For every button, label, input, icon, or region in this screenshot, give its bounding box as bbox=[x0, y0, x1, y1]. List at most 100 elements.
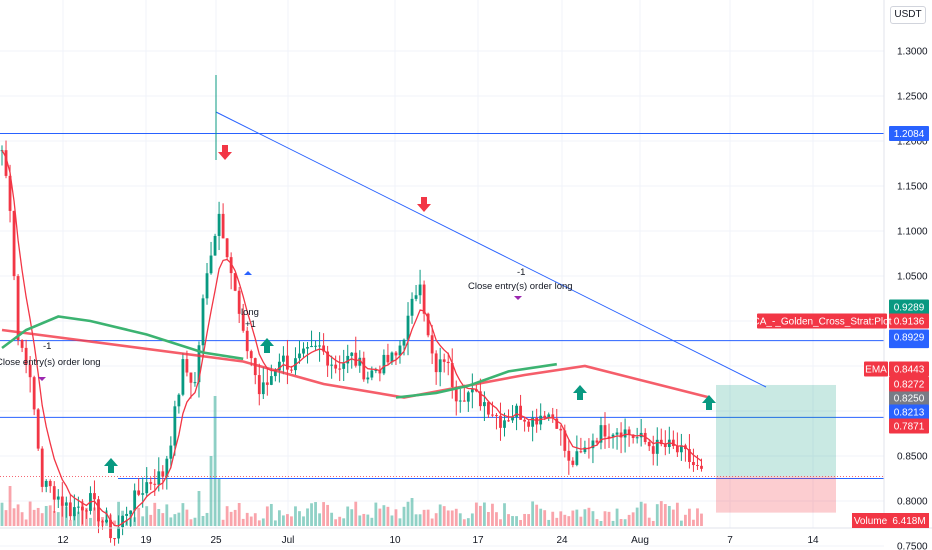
price-tag-label: 0.8250 bbox=[894, 394, 925, 405]
candle-body bbox=[382, 354, 386, 374]
time-tick-label: 12 bbox=[57, 535, 69, 546]
candle-body bbox=[330, 364, 334, 366]
ema-legend-label: EMA bbox=[865, 365, 887, 376]
volume-bar bbox=[519, 519, 522, 526]
candle-body bbox=[483, 402, 486, 407]
volume-bar bbox=[169, 517, 173, 526]
volume-bar bbox=[338, 516, 342, 526]
volume-bar bbox=[298, 511, 301, 526]
volume-bar bbox=[253, 513, 257, 526]
volume-bar bbox=[418, 514, 422, 526]
candle-body bbox=[543, 415, 547, 419]
candle-body bbox=[157, 471, 161, 485]
volume-bar bbox=[237, 502, 241, 526]
tag-box bbox=[889, 299, 929, 315]
candle-body bbox=[229, 257, 233, 274]
currency-button[interactable]: USDT bbox=[890, 6, 926, 24]
candle-body bbox=[310, 346, 313, 348]
tag-box bbox=[864, 361, 888, 377]
volume-bar bbox=[318, 513, 321, 526]
volume-bar bbox=[591, 511, 595, 526]
volume-bar bbox=[149, 514, 153, 526]
candle-body bbox=[314, 345, 317, 347]
candle-body bbox=[169, 445, 173, 459]
trend-line[interactable] bbox=[215, 111, 767, 388]
volume-bar bbox=[402, 506, 406, 526]
volume-bar bbox=[579, 516, 583, 526]
candle-body bbox=[478, 391, 482, 407]
volume-bar bbox=[551, 511, 555, 526]
candle-body bbox=[619, 432, 623, 438]
candle-body bbox=[470, 389, 474, 393]
volume-bar bbox=[0, 502, 4, 526]
price-tag: 1.2084 bbox=[889, 125, 929, 141]
candle-body bbox=[571, 460, 575, 465]
horizontal-levels[interactable] bbox=[0, 132, 884, 479]
candle-body bbox=[671, 439, 675, 447]
volume-bar bbox=[342, 518, 346, 526]
candle-body bbox=[615, 432, 619, 435]
candle-body bbox=[515, 405, 518, 417]
candle-body bbox=[24, 347, 28, 365]
candle-body bbox=[269, 376, 273, 385]
price-tick-label: 1.3000 bbox=[897, 47, 928, 58]
volume-bar bbox=[8, 486, 12, 526]
volume-bar bbox=[651, 520, 655, 526]
candle-body bbox=[631, 434, 635, 438]
sell-arrow bbox=[218, 145, 232, 160]
candle-body bbox=[422, 284, 426, 314]
volume-bar bbox=[474, 502, 478, 526]
price-tag: 0.9136 bbox=[889, 313, 929, 329]
price-axis[interactable]: 0.75000.80000.85000.90000.95001.00001.05… bbox=[883, 0, 928, 550]
volume-bar bbox=[326, 504, 330, 526]
candle-body bbox=[495, 414, 498, 416]
price-tag: 0.8250 bbox=[889, 390, 929, 406]
candle-body bbox=[627, 429, 631, 435]
candle-body bbox=[338, 368, 342, 370]
volume-bar bbox=[547, 519, 551, 526]
candle-body bbox=[233, 273, 237, 291]
volume-bar bbox=[16, 504, 20, 526]
volume-bar bbox=[607, 511, 611, 526]
volume-bar bbox=[249, 516, 253, 526]
volume-bar bbox=[438, 504, 442, 526]
volume-bar bbox=[52, 510, 56, 526]
volume-bar bbox=[241, 518, 245, 526]
volume-bar bbox=[503, 503, 506, 526]
candle-body bbox=[221, 213, 225, 239]
candle-body bbox=[153, 483, 157, 485]
volume-bar bbox=[583, 509, 587, 526]
volume-bar bbox=[302, 516, 305, 526]
candle-body bbox=[503, 420, 506, 428]
price-tick-label: 0.8000 bbox=[897, 497, 928, 508]
volume-bar bbox=[446, 510, 450, 526]
time-tick-label: 10 bbox=[389, 535, 401, 546]
volume-bar bbox=[406, 501, 410, 526]
moving-averages bbox=[1, 149, 710, 527]
volume-bar bbox=[386, 506, 390, 526]
volume-bar bbox=[563, 514, 567, 526]
candle-body bbox=[141, 493, 145, 495]
volume-bar bbox=[221, 519, 225, 526]
volume-bar bbox=[511, 516, 514, 526]
candle-body bbox=[121, 515, 124, 528]
volume-bar bbox=[543, 510, 547, 526]
candle-body bbox=[209, 255, 213, 274]
price-tags: 1.20840.97820.89290.82500.92890.91360.84… bbox=[753, 125, 929, 528]
price-tag-label: 0.8272 bbox=[894, 380, 925, 391]
annotations: Close entry(s) order long Close entry(s) … bbox=[0, 267, 573, 381]
plot-legend-label: CA_-_Golden_Cross_Strat:Plot bbox=[753, 317, 892, 328]
candle-body bbox=[394, 352, 398, 356]
candle-body bbox=[4, 150, 8, 176]
candle-body bbox=[635, 437, 639, 439]
position-tool[interactable] bbox=[716, 384, 836, 513]
candle-body bbox=[217, 213, 221, 236]
price-tag: 0.8929 bbox=[889, 329, 929, 345]
volume-bar bbox=[499, 519, 502, 526]
candle-body bbox=[105, 519, 108, 523]
volume-bar bbox=[623, 519, 627, 526]
candle-body bbox=[253, 358, 257, 376]
time-axis[interactable]: 12 19 25 Jul 10 17 24 Aug 7 14 bbox=[0, 527, 932, 546]
candle-body bbox=[245, 330, 249, 352]
